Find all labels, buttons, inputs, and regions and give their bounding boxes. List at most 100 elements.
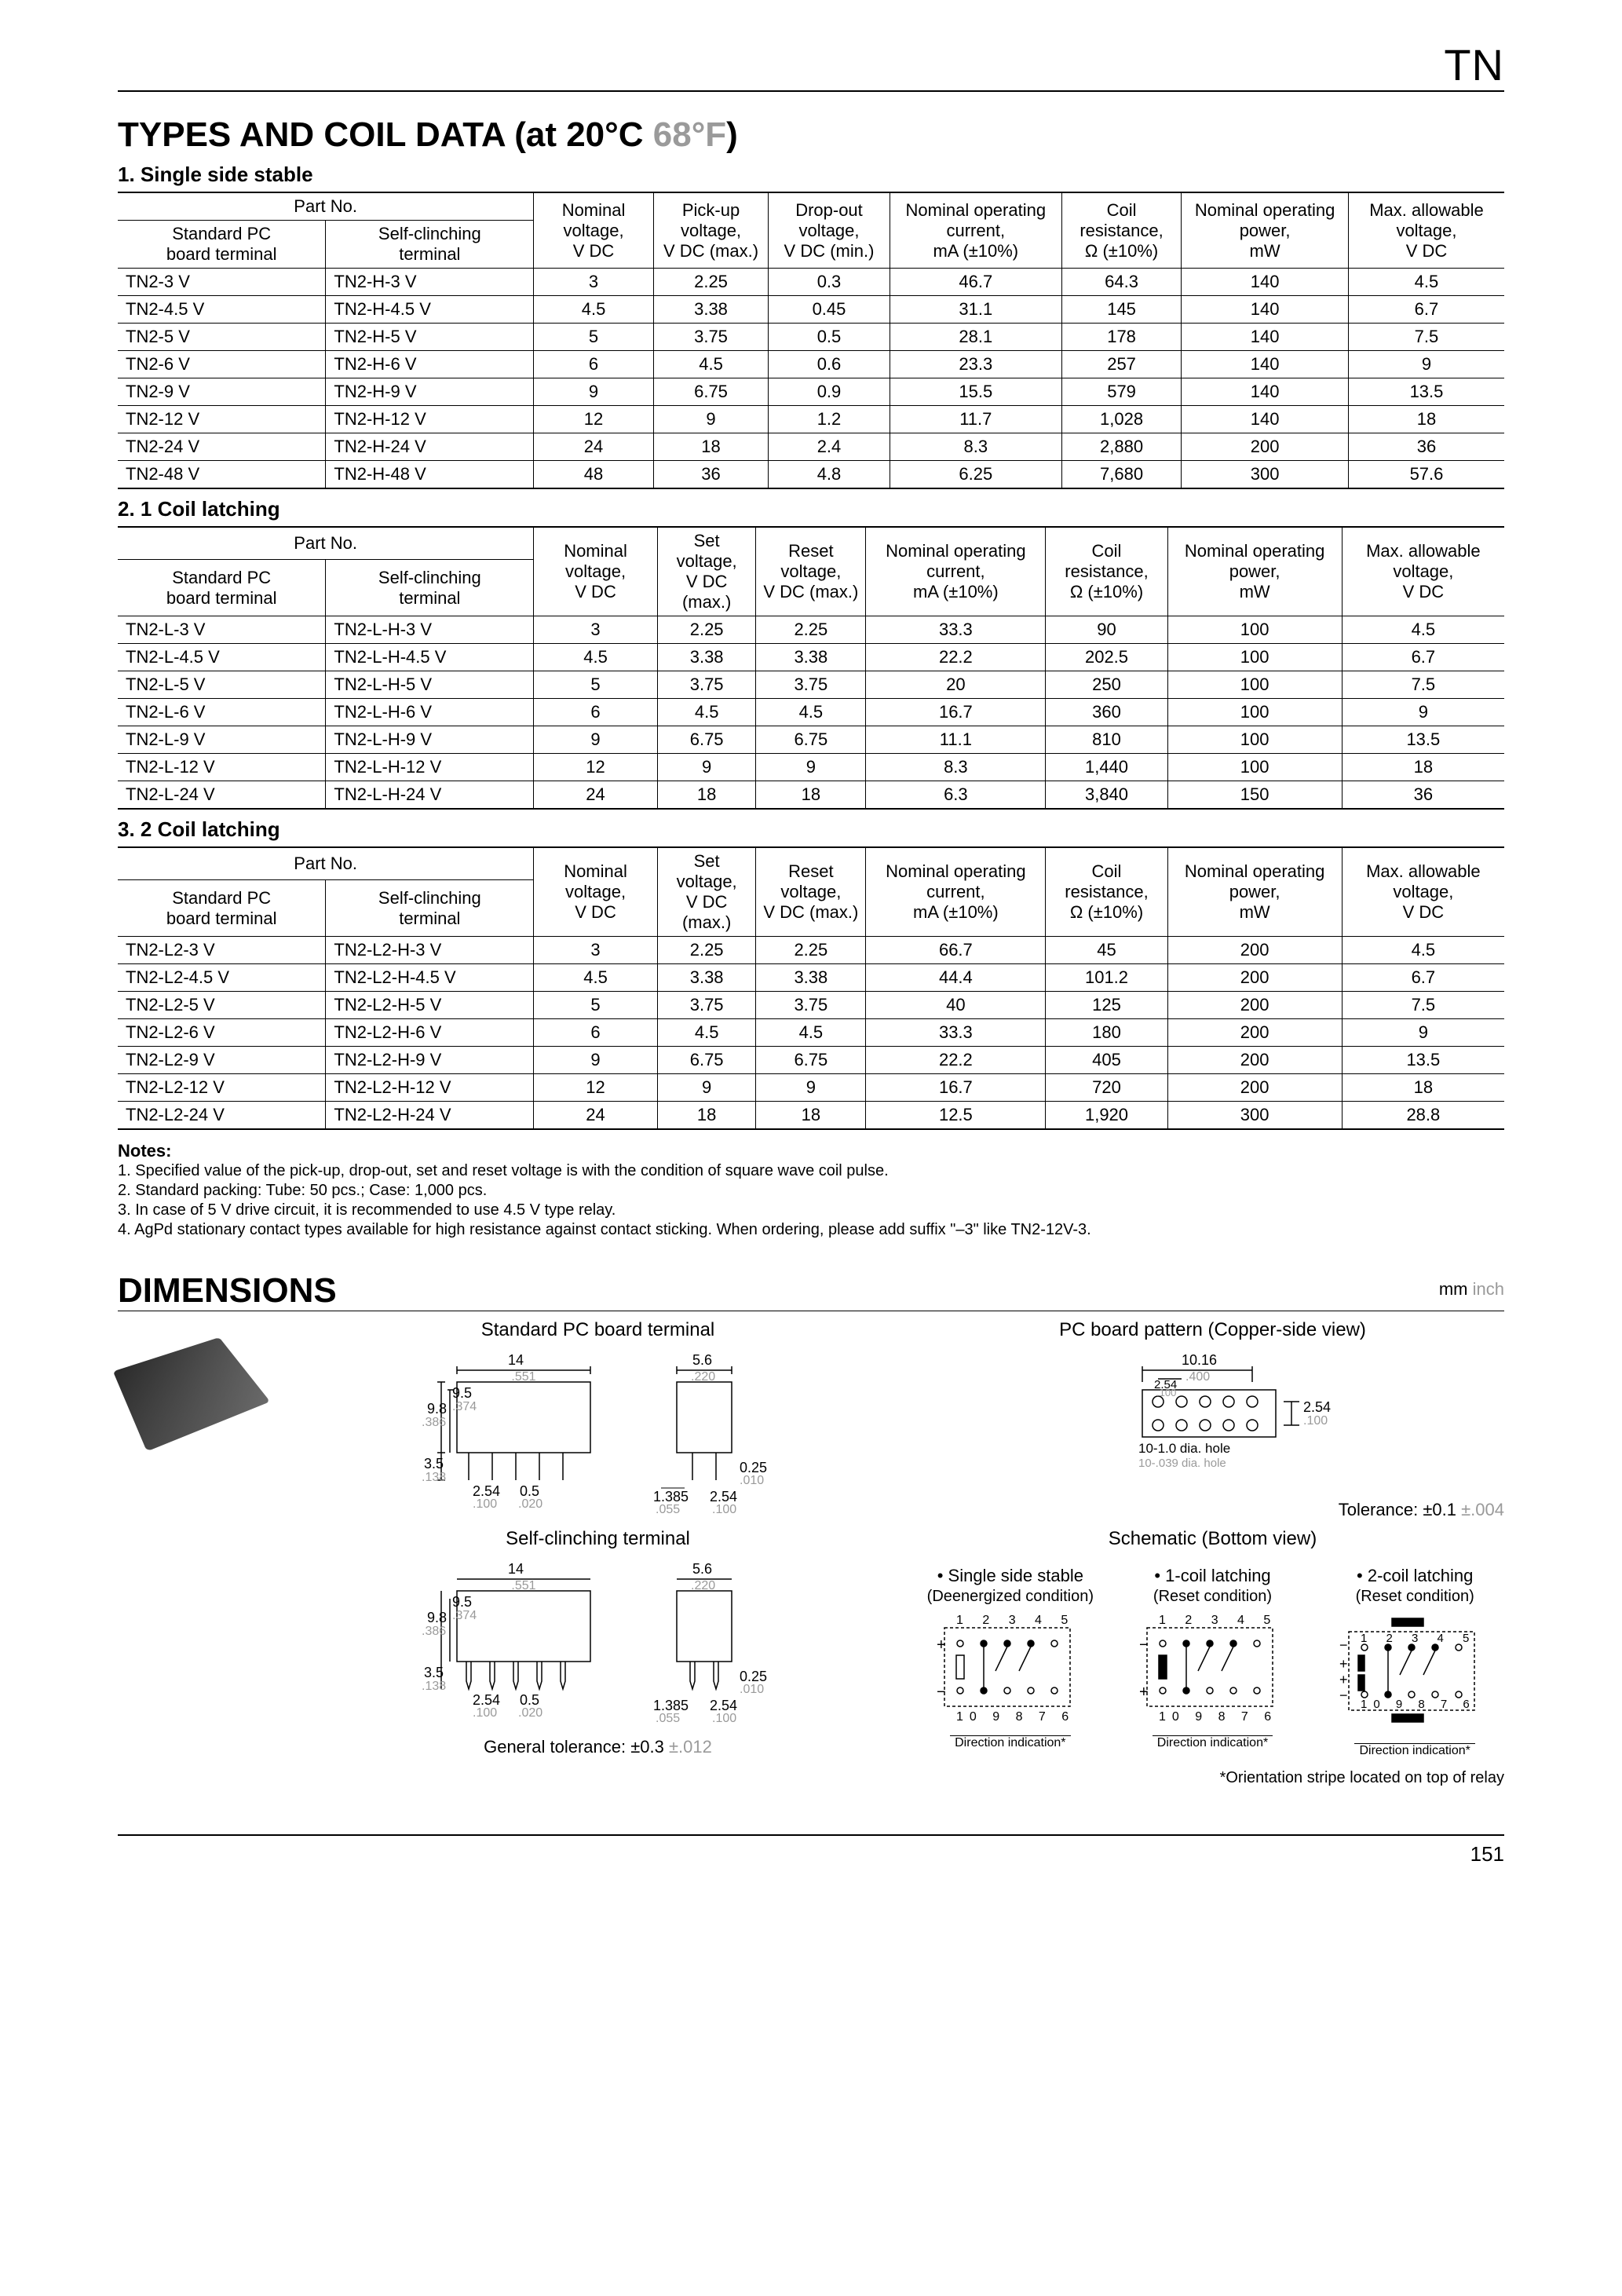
svg-text:.100: .100 [473,1706,497,1717]
table-caption: 1. Single side stable [118,163,1504,187]
table-cell: TN2-L2-H-3 V [326,937,534,964]
table-cell: 0.3 [769,269,890,296]
svg-text:0.5: 0.5 [520,1692,539,1708]
table-cell: 40 [866,992,1046,1019]
schematic-col: Schematic (Bottom view) • Single side st… [921,1528,1504,1787]
table-cell: 18 [1342,1074,1504,1102]
table-cell: 200 [1167,964,1342,992]
table-cell: 125 [1046,992,1167,1019]
table-cell: 3.75 [657,671,756,699]
table-row: TN2-L2-5 VTN2-L2-H-5 V53.753.75401252007… [118,992,1504,1019]
col-header: Nominal operating power,mW [1167,847,1342,937]
svg-text:2.54: 2.54 [1303,1399,1331,1415]
table-cell: 12.5 [866,1102,1046,1130]
table-row: TN2-L-3 VTN2-L-H-3 V32.252.2533.3901004.… [118,616,1504,644]
table-cell: 4.5 [657,699,756,726]
table-cell: 9 [657,1074,756,1102]
dir-ind: Direction indication* [950,1735,1070,1750]
dimensions-title: DIMENSIONS [118,1271,337,1311]
table-cell: TN2-H-3 V [326,269,534,296]
tables-container: 1. Single side stablePart No.Nominal vol… [118,163,1504,1130]
table-cell: 5 [534,324,654,351]
table-cell: 3 [534,937,658,964]
std-title: Standard PC board terminal [306,1319,890,1341]
col-header: Coil resistance,Ω (±10%) [1046,527,1167,616]
schem3-title: • 2-coil latching [1325,1566,1504,1586]
relay-photo-col [118,1319,275,1453]
notes-head: Notes: [118,1141,1504,1161]
table-cell: TN2-L2-H-24 V [326,1102,534,1130]
table-cell: 16.7 [866,699,1046,726]
table-cell: 0.45 [769,296,890,324]
table-cell: TN2-L-4.5 V [118,644,326,671]
table-row: TN2-12 VTN2-H-12 V1291.211.71,02814018 [118,406,1504,433]
svg-text:.138: .138 [422,1680,446,1693]
svg-text:1.385: 1.385 [653,1489,689,1504]
table-cell: 3 [534,616,658,644]
svg-text:10.16: 10.16 [1182,1352,1217,1368]
schem-single: • Single side stable (Deenergized condit… [921,1566,1100,1760]
table-cell: 250 [1046,671,1167,699]
table-cell: 36 [1348,433,1504,461]
table-cell: 15.5 [890,378,1061,406]
table-cell: 33.3 [866,616,1046,644]
table-cell: TN2-L-H-9 V [326,726,534,754]
pcb-drawing: 10.16 .400 2.54 .100 2.54 .100 10-1.0 di… [1056,1351,1370,1492]
table-cell: 6.75 [756,1047,866,1074]
table-cell: TN2-L2-3 V [118,937,326,964]
table-cell: 0.6 [769,351,890,378]
table-cell: 4.5 [1342,616,1504,644]
svg-text:2.54: 2.54 [473,1692,500,1708]
svg-text:−: − [1139,1636,1149,1654]
svg-text:+: + [1339,1656,1348,1672]
table-cell: 28.1 [890,324,1061,351]
schem-2coil: • 2-coil latching (Reset condition) − [1325,1566,1504,1760]
table-row: TN2-L-6 VTN2-L-H-6 V64.54.516.73601009 [118,699,1504,726]
svg-text:9.8: 9.8 [427,1401,447,1417]
table-row: TN2-L2-4.5 VTN2-L2-H-4.5 V4.53.383.3844.… [118,964,1504,992]
col-header: Max. allowable voltage,V DC [1342,527,1504,616]
col-header: Drop-out voltage,V DC (min.) [769,192,890,269]
table-cell: 200 [1167,937,1342,964]
col-header: Nominal voltage,V DC [534,527,658,616]
svg-text:+: + [937,1636,946,1654]
table-cell: TN2-H-48 V [326,461,534,489]
table-cell: 12 [534,406,654,433]
table-cell: TN2-H-24 V [326,433,534,461]
table-cell: 11.7 [890,406,1061,433]
svg-text:.374: .374 [452,1609,477,1622]
table-cell: 8.3 [890,433,1061,461]
table-cell: 300 [1182,461,1349,489]
table-cell: TN2-L-5 V [118,671,326,699]
table-row: TN2-48 VTN2-H-48 V48364.86.257,68030057.… [118,461,1504,489]
table-cell: 2.25 [657,937,756,964]
schem2-drawing: − + 1 2 3 4 5 10 9 8 7 6 [1123,1612,1288,1730]
svg-text:5.6: 5.6 [692,1352,712,1368]
table-cell: 9 [1348,351,1504,378]
table-cell: 180 [1046,1019,1167,1047]
svg-text:+: + [1139,1684,1149,1701]
table-cell: 7.5 [1348,324,1504,351]
table-cell: 28.8 [1342,1102,1504,1130]
table-cell: 23.3 [890,351,1061,378]
table-cell: TN2-5 V [118,324,326,351]
col-header: Max. allowable voltage,V DC [1348,192,1504,269]
svg-text:1 2 3 4 5: 1 2 3 4 5 [956,1614,1076,1627]
table-cell: 360 [1046,699,1167,726]
col-header: Max. allowable voltage,V DC [1342,847,1504,937]
col-header: Nominal operating power,mW [1167,527,1342,616]
table-cell: TN2-L-3 V [118,616,326,644]
table-cell: 3.75 [653,324,768,351]
svg-text:2.54: 2.54 [710,1489,737,1504]
svg-text:−: − [937,1684,946,1701]
table-cell: TN2-6 V [118,351,326,378]
schem3-drawing: − + + − 1 2 3 4 5 10 9 8 7 6 [1325,1612,1490,1738]
sub-header: Self-clinchingterminal [326,560,534,616]
table-cell: 4.5 [534,296,654,324]
table-cell: TN2-L2-H-12 V [326,1074,534,1102]
table-cell: TN2-H-5 V [326,324,534,351]
std-front-drawing: 14 .551 9.8 .386 9.5 .374 3.5 .138 2.54 … [418,1351,622,1508]
col-header: Reset voltage,V DC (max.) [756,527,866,616]
table-row: TN2-3 VTN2-H-3 V32.250.346.764.31404.5 [118,269,1504,296]
svg-text:.374: .374 [452,1400,477,1413]
